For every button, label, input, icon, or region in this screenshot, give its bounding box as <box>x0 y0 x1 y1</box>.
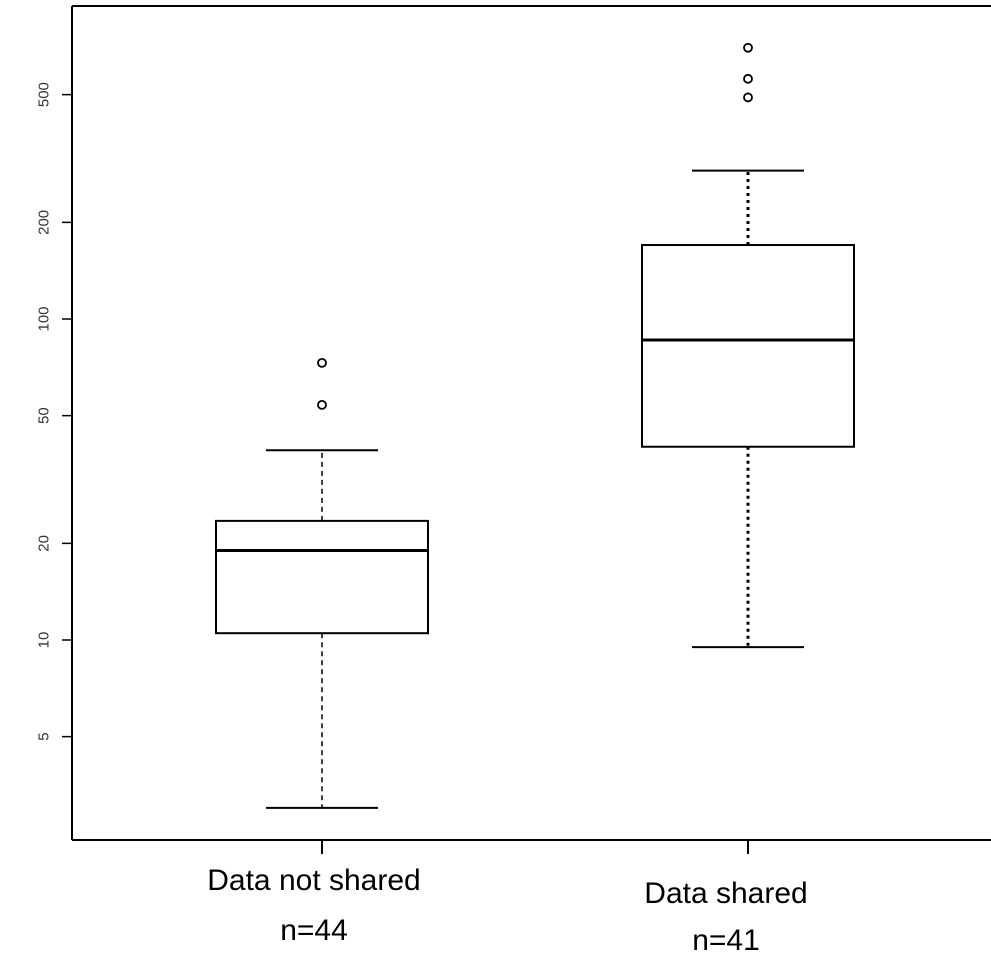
y-tick-label-100: 100 <box>36 306 53 331</box>
group-1-outlier-2 <box>317 357 327 368</box>
y-tick-label-500: 500 <box>36 82 53 107</box>
y-tick-label-200: 200 <box>36 210 53 235</box>
group-labels: Data not shared n=44 Data shared n=41 <box>207 864 807 957</box>
plot-frame <box>71 5 991 854</box>
group-2-outlier-2 <box>743 73 753 84</box>
group-1-outlier-1 <box>317 400 327 410</box>
group-1-box <box>215 519 429 635</box>
y-axis: 5 10 20 50 100 200 500 <box>36 82 72 741</box>
y-tick-label-5: 5 <box>36 732 53 740</box>
boxes <box>215 42 855 809</box>
group-2-outlier-3 <box>743 42 753 53</box>
group-1-label: Data not shared <box>207 864 420 897</box>
y-tick-label-10: 10 <box>36 632 53 649</box>
group-1-n-label: n=44 <box>280 914 348 947</box>
y-tick-label-50: 50 <box>36 407 53 424</box>
group-2-box <box>641 244 855 448</box>
group-2-label: Data shared <box>644 877 807 910</box>
group-2-n-label: n=41 <box>692 924 760 957</box>
y-tick-label-20: 20 <box>36 535 53 552</box>
group-2-outlier-1 <box>743 92 753 103</box>
